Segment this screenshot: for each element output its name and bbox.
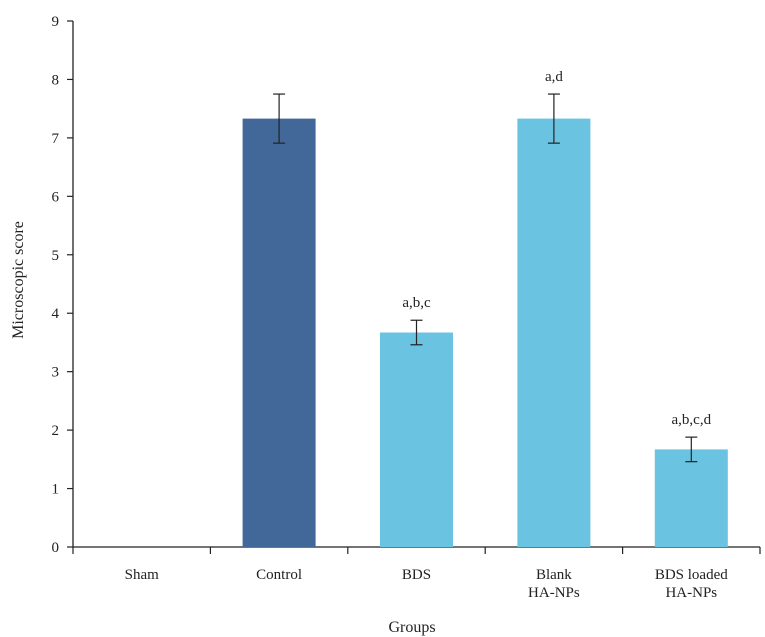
y-axis-title: Microscopic score [10, 221, 27, 339]
y-tick-label: 3 [52, 365, 60, 381]
y-tick-label: 2 [52, 423, 60, 439]
x-category-label: Sham [125, 567, 160, 583]
y-tick-label: 6 [52, 189, 60, 205]
x-category-label: Control [256, 567, 302, 583]
y-tick-label: 0 [52, 540, 60, 556]
x-axis-title: Groups [388, 619, 435, 636]
x-category-label: HA-NPs [665, 585, 717, 601]
plot-area: 0 1 2 3 4 5 6 7 8 9 Sham Control a,b,c BDS a,d Blank HA-… [52, 14, 761, 601]
significance-label: a,b,c,d [672, 412, 712, 428]
y-tick-label: 4 [52, 306, 60, 322]
x-category-label: Blank [536, 567, 572, 583]
y-tick-label: 7 [52, 131, 60, 147]
y-tick-label: 9 [52, 14, 60, 30]
bar [242, 118, 316, 547]
bar [517, 118, 591, 547]
bar [380, 332, 453, 547]
bar [654, 449, 728, 547]
y-tick-label: 5 [52, 248, 60, 264]
significance-label: a,b,c [402, 295, 431, 311]
y-tick-label: 8 [52, 72, 60, 88]
y-tick-label: 1 [52, 482, 60, 498]
x-category-label: BDS loaded [655, 567, 728, 583]
x-category-label: HA-NPs [528, 585, 580, 601]
significance-label: a,d [545, 69, 563, 85]
x-category-label: BDS [402, 567, 431, 583]
